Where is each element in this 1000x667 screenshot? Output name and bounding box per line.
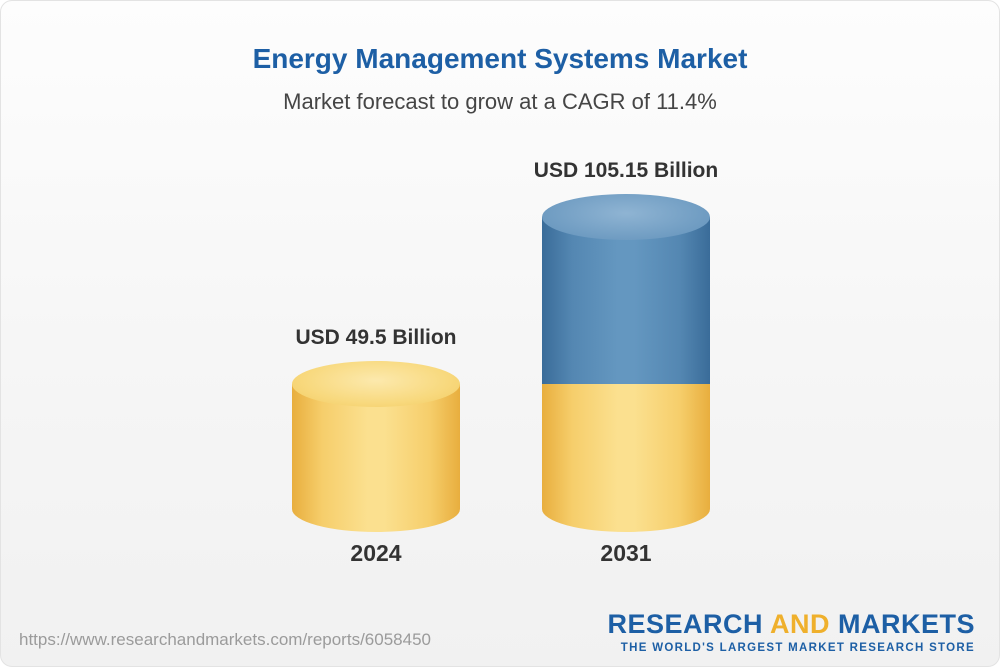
logo-wordmark: RESEARCH AND MARKETS xyxy=(607,609,975,640)
cylinder-2031-blue-segment xyxy=(542,216,710,384)
logo-tagline: THE WORLD'S LARGEST MARKET RESEARCH STOR… xyxy=(620,642,975,654)
cylinder-2024-body xyxy=(292,383,460,532)
cylinder-top-2024 xyxy=(292,360,460,407)
bar-group-2031: USD 105.15 Billion 2031 xyxy=(534,159,718,567)
page-title: Energy Management Systems Market xyxy=(252,43,748,74)
year-label-2024: 2024 xyxy=(350,540,402,566)
value-label-2024: USD 49.5 Billion xyxy=(295,325,457,349)
cylinder-2031-yellow-segment xyxy=(542,383,710,532)
bar-group-2024: USD 49.5 Billion 2024 xyxy=(292,326,460,566)
year-label-2031: 2031 xyxy=(600,540,652,566)
cylinder-2024: USD 49.5 Billion 2024 xyxy=(292,326,460,566)
logo-word-research: RESEARCH xyxy=(607,609,763,639)
research-and-markets-logo: RESEARCH AND MARKETS THE WORLD'S LARGEST… xyxy=(607,609,975,654)
logo-word-markets: MARKETS xyxy=(838,609,975,639)
value-label-2031: USD 105.15 Billion xyxy=(533,158,719,182)
page-subtitle: Market forecast to grow at a CAGR of 11.… xyxy=(283,89,717,114)
cylinder-top-2031 xyxy=(542,193,710,240)
report-url-link[interactable]: https://www.researchandmarkets.com/repor… xyxy=(19,630,431,649)
cylinder-2031: USD 105.15 Billion 2031 xyxy=(534,159,718,567)
logo-word-and: AND xyxy=(769,609,830,639)
